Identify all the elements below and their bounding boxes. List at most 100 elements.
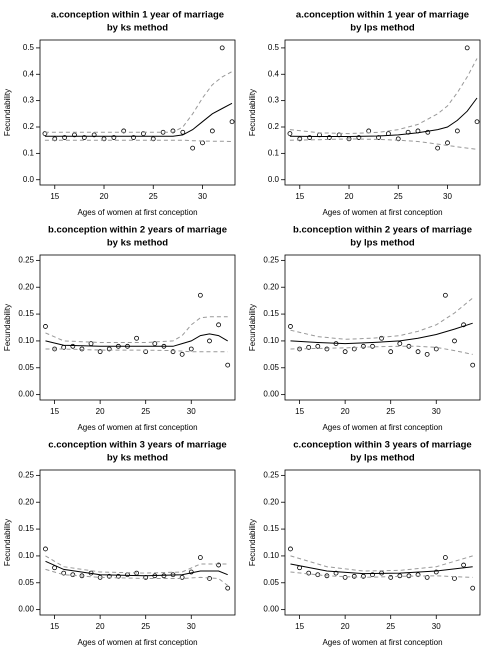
data-point: [445, 140, 450, 146]
data-point: [121, 128, 127, 134]
data-point: [288, 546, 293, 552]
data-point: [424, 575, 430, 580]
confidence-band: [290, 571, 473, 578]
data-point: [225, 362, 231, 368]
data-point: [370, 572, 375, 578]
data-point: [170, 349, 176, 355]
data-point: [161, 573, 167, 579]
y-tick-label: 0.10: [18, 336, 34, 345]
confidence-band: [290, 297, 474, 340]
x-tick-label: 25: [141, 407, 150, 416]
y-tick-label: 0.0: [268, 175, 280, 184]
x-axis-label: Ages of women at first conception: [322, 638, 442, 647]
data-point: [287, 131, 293, 136]
fit-line: [45, 560, 228, 577]
data-point: [360, 343, 366, 349]
data-point: [461, 562, 466, 568]
data-point: [91, 132, 97, 138]
data-point: [342, 349, 348, 355]
data-point: [324, 346, 330, 352]
plot-frame: [284, 254, 481, 401]
data-point: [435, 145, 441, 151]
y-tick-label: 0.5: [268, 43, 280, 52]
data-point: [351, 573, 357, 579]
x-tick-label: 25: [149, 192, 158, 201]
data-point: [306, 344, 312, 350]
confidence-band: [44, 71, 233, 133]
y-tick-label: 0.2: [23, 122, 35, 131]
y-tick-label: 0.25: [263, 255, 279, 264]
data-point: [474, 119, 480, 125]
x-tick-label: 15: [50, 622, 59, 631]
panel-subtitle: by lps method: [350, 238, 415, 249]
y-tick-label: 0.25: [263, 470, 279, 479]
data-point: [216, 562, 221, 568]
x-tick-label: 30: [432, 407, 441, 416]
panel-subtitle: by ks method: [107, 453, 168, 464]
y-axis-label: Fecundability: [3, 519, 12, 566]
data-point: [134, 335, 139, 341]
x-tick-label: 30: [187, 622, 196, 631]
data-point: [288, 324, 293, 329]
data-point: [370, 343, 375, 349]
data-point: [397, 573, 403, 579]
data-point: [470, 362, 476, 368]
y-tick-label: 0.05: [18, 363, 34, 372]
y-tick-label: 0.4: [23, 69, 35, 78]
y-tick-label: 0.05: [18, 578, 34, 587]
data-point: [197, 555, 203, 560]
panel-title: b.conception within 2 years of marriage: [293, 225, 472, 236]
data-point: [379, 335, 384, 341]
data-point: [43, 324, 48, 329]
panel-title: a.conception within 1 year of marriage: [296, 10, 469, 21]
data-point: [424, 351, 430, 357]
y-tick-label: 0.00: [18, 390, 34, 399]
data-point: [179, 351, 185, 357]
confidence-band: [45, 568, 229, 586]
data-point: [315, 343, 321, 349]
plot-frame: [39, 39, 236, 186]
plot-frame: [284, 39, 481, 186]
x-tick-label: 25: [141, 622, 150, 631]
y-tick-label: 0.00: [18, 605, 34, 614]
y-tick-label: 0.15: [263, 524, 279, 533]
x-tick-label: 30: [432, 622, 441, 631]
panel-subtitle: by lps method: [350, 23, 415, 34]
data-point: [97, 349, 103, 355]
data-point: [425, 129, 431, 135]
confidence-band: [45, 316, 228, 343]
y-tick-label: 0.00: [263, 605, 279, 614]
plot-frame: [39, 469, 236, 616]
panel-title: c.conception within 3 years of marriage: [48, 440, 226, 451]
data-point: [70, 343, 76, 349]
data-point: [141, 131, 146, 136]
data-point: [388, 575, 394, 580]
x-tick-label: 30: [198, 192, 207, 201]
confidence-band: [45, 348, 228, 353]
data-point: [106, 346, 112, 352]
y-axis-label: Fecundability: [248, 89, 257, 136]
y-tick-label: 0.10: [18, 551, 34, 560]
y-tick-label: 0.05: [263, 363, 279, 372]
y-tick-label: 0.20: [263, 497, 279, 506]
confidence-band: [290, 555, 473, 572]
data-point: [326, 135, 332, 140]
panel-subtitle: by ks method: [107, 238, 168, 249]
confidence-band: [289, 58, 478, 135]
data-point: [219, 45, 225, 51]
data-point: [79, 346, 85, 352]
x-axis-label: Ages of women at first conception: [77, 423, 197, 432]
y-tick-label: 0.00: [263, 390, 279, 399]
y-tick-label: 0.25: [18, 255, 34, 264]
data-point: [415, 572, 421, 578]
y-tick-label: 0.3: [23, 96, 35, 105]
y-tick-label: 0.20: [18, 282, 34, 291]
y-tick-label: 0.4: [268, 69, 280, 78]
data-point: [42, 131, 48, 136]
panel-title: b.conception within 2 years of marriage: [48, 225, 227, 236]
data-point: [452, 338, 457, 344]
data-point: [433, 346, 439, 352]
data-point: [179, 575, 185, 580]
y-tick-label: 0.25: [18, 470, 34, 479]
